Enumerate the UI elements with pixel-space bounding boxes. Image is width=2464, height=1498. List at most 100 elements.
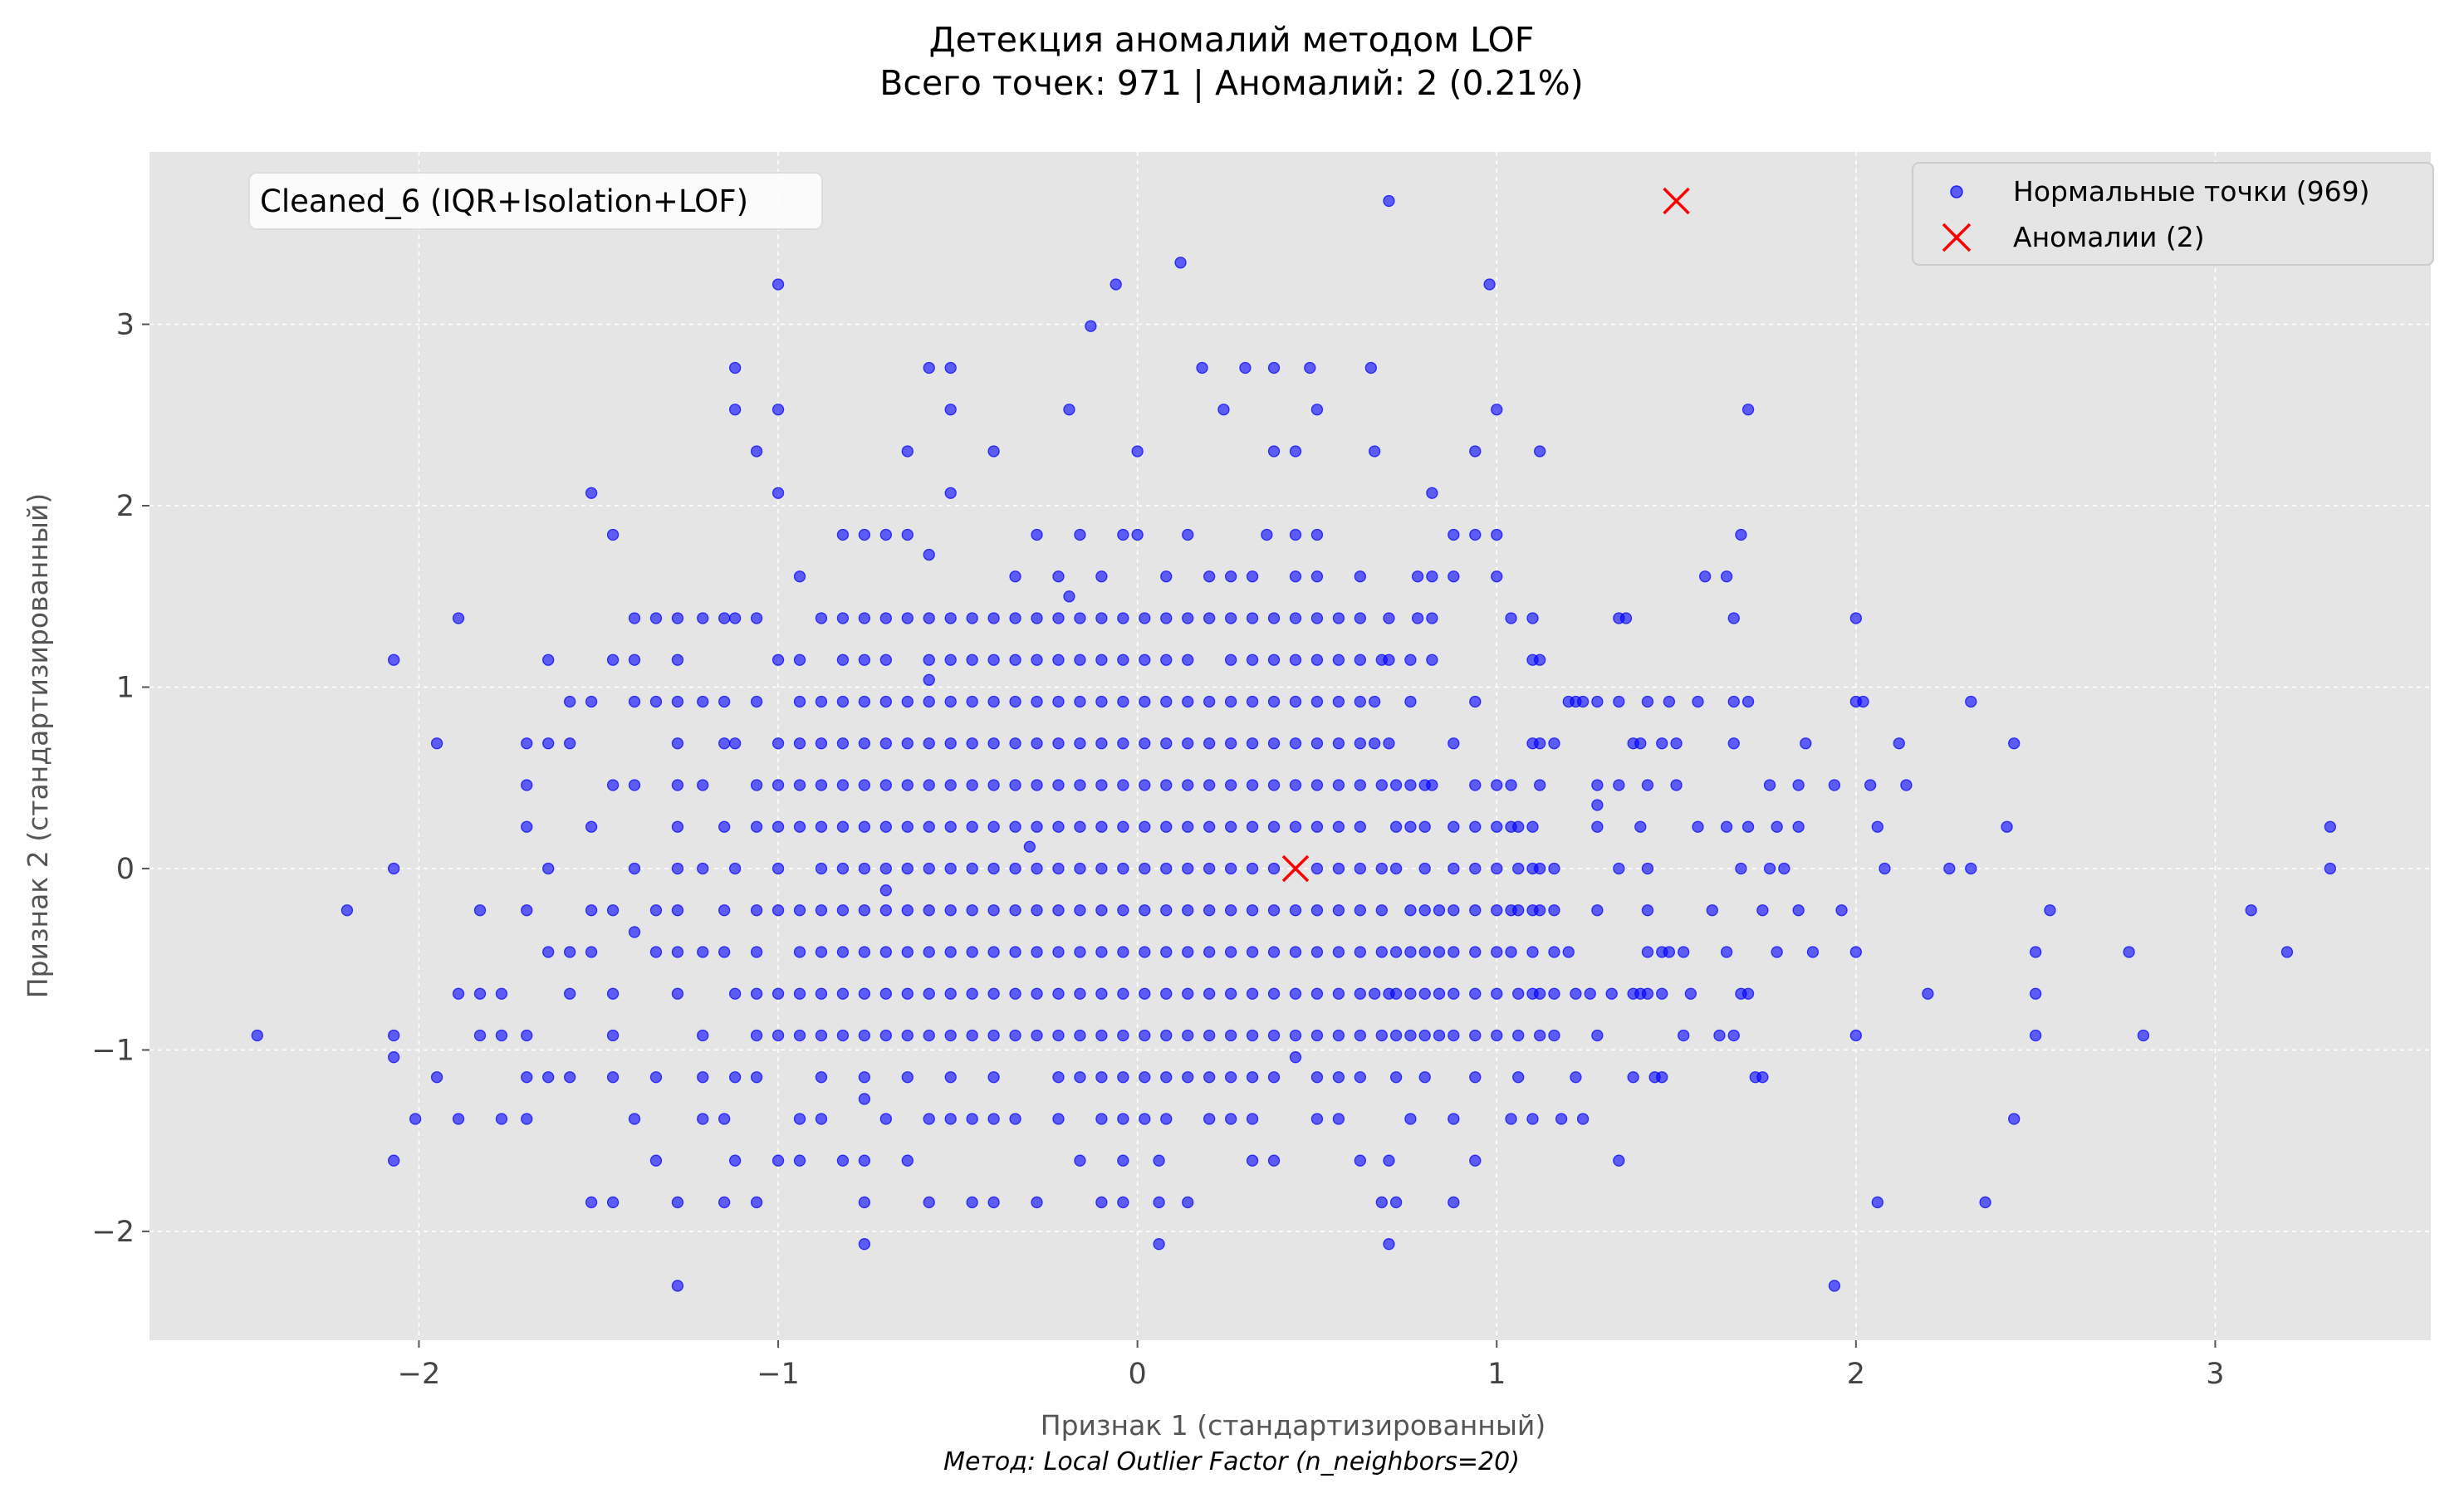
normal-point (585, 487, 598, 499)
normal-point (2044, 904, 2056, 917)
normal-point (1828, 779, 1841, 791)
normal-point (1031, 1029, 1043, 1042)
normal-point (966, 695, 978, 708)
normal-point (923, 361, 935, 374)
normal-point (1369, 445, 1381, 458)
y-tick-label: 3 (116, 309, 135, 342)
normal-point (697, 612, 709, 624)
normal-point (1267, 946, 1281, 958)
normal-point (2324, 862, 2337, 875)
normal-point (987, 654, 1000, 666)
normal-point (1224, 695, 1237, 708)
normal-point (585, 820, 598, 833)
normal-point (987, 779, 1000, 791)
normal-point (923, 946, 935, 958)
normal-point (1469, 695, 1482, 708)
normal-point (1448, 1029, 1460, 1042)
normal-point (718, 820, 731, 833)
normal-point (901, 445, 914, 458)
normal-point (944, 987, 957, 1000)
normal-point (1160, 987, 1173, 1000)
normal-point (2029, 1029, 2042, 1042)
normal-point (697, 1029, 709, 1042)
normal-point (836, 695, 850, 708)
normal-point (987, 1071, 1000, 1084)
normal-point (1332, 987, 1345, 1000)
normal-point (1160, 779, 1173, 791)
normal-point (793, 987, 806, 1000)
normal-point (836, 820, 850, 833)
normal-point (901, 1029, 914, 1042)
normal-point (563, 737, 576, 750)
normal-point (1512, 987, 1525, 1000)
normal-point (879, 946, 892, 958)
normal-point (1182, 737, 1194, 750)
normal-point (1505, 946, 1517, 958)
normal-point (728, 1154, 742, 1167)
normal-point (1182, 695, 1194, 708)
normal-point (2137, 1029, 2150, 1042)
normal-point (1418, 987, 1431, 1000)
normal-point (1354, 570, 1367, 583)
normal-point (1009, 946, 1021, 958)
normal-point (1095, 654, 1108, 666)
normal-point (1741, 695, 1755, 708)
normal-point (1570, 987, 1582, 1000)
normal-point (649, 612, 663, 624)
normal-point (251, 1029, 263, 1042)
normal-point (1469, 1029, 1482, 1042)
y-tick-label: −2 (91, 1216, 135, 1249)
x-tick-label: 2 (1847, 1358, 1865, 1391)
normal-point (1418, 1029, 1431, 1042)
normal-point (1548, 862, 1560, 875)
normal-point (1139, 1113, 1151, 1125)
normal-point (1224, 1113, 1237, 1125)
normal-point (728, 612, 742, 624)
normal-point (1117, 904, 1129, 917)
normal-point (750, 612, 763, 624)
normal-point (1491, 404, 1503, 416)
normal-point (2245, 904, 2257, 917)
normal-point (793, 904, 806, 917)
normal-point (815, 1071, 828, 1084)
normal-point (1117, 987, 1129, 1000)
normal-point (1095, 862, 1108, 875)
axis-ticks: −2 −1 0 1 2 3 −2 −1 0 1 2 3 (91, 309, 2224, 1391)
normal-point (923, 1196, 935, 1209)
normal-point (1741, 820, 1755, 833)
normal-point (563, 1071, 576, 1084)
normal-point (1778, 862, 1790, 875)
normal-point (388, 654, 400, 666)
normal-point (879, 528, 892, 541)
normal-point (772, 737, 785, 750)
normal-point (1469, 862, 1482, 875)
normal-point (858, 862, 871, 875)
normal-point (1310, 904, 1324, 917)
normal-point (1289, 445, 1302, 458)
normal-point (1332, 654, 1345, 666)
normal-point (1354, 779, 1367, 791)
normal-point (1182, 779, 1194, 791)
normal-point (1289, 695, 1302, 708)
normal-point (1203, 946, 1216, 958)
normal-point (1879, 862, 1891, 875)
normal-point (1139, 612, 1151, 624)
normal-point (718, 904, 731, 917)
normal-point (750, 1196, 763, 1209)
normal-point (1267, 445, 1281, 458)
normal-point (1160, 820, 1173, 833)
normal-point (1627, 1071, 1639, 1084)
normal-point (1246, 737, 1259, 750)
normal-point (649, 695, 663, 708)
normal-point (1965, 695, 1977, 708)
normal-point (1182, 528, 1194, 541)
normal-point (793, 695, 806, 708)
normal-point (987, 1196, 1000, 1209)
normal-point (1591, 1029, 1604, 1042)
normal-point (521, 820, 533, 833)
normal-point (987, 737, 1000, 750)
method-footnote: Метод: Local Outlier Factor (n_neighbors… (943, 1447, 1520, 1476)
normal-point (815, 779, 828, 791)
normal-point (606, 1029, 620, 1042)
normal-point (1922, 987, 1934, 1000)
